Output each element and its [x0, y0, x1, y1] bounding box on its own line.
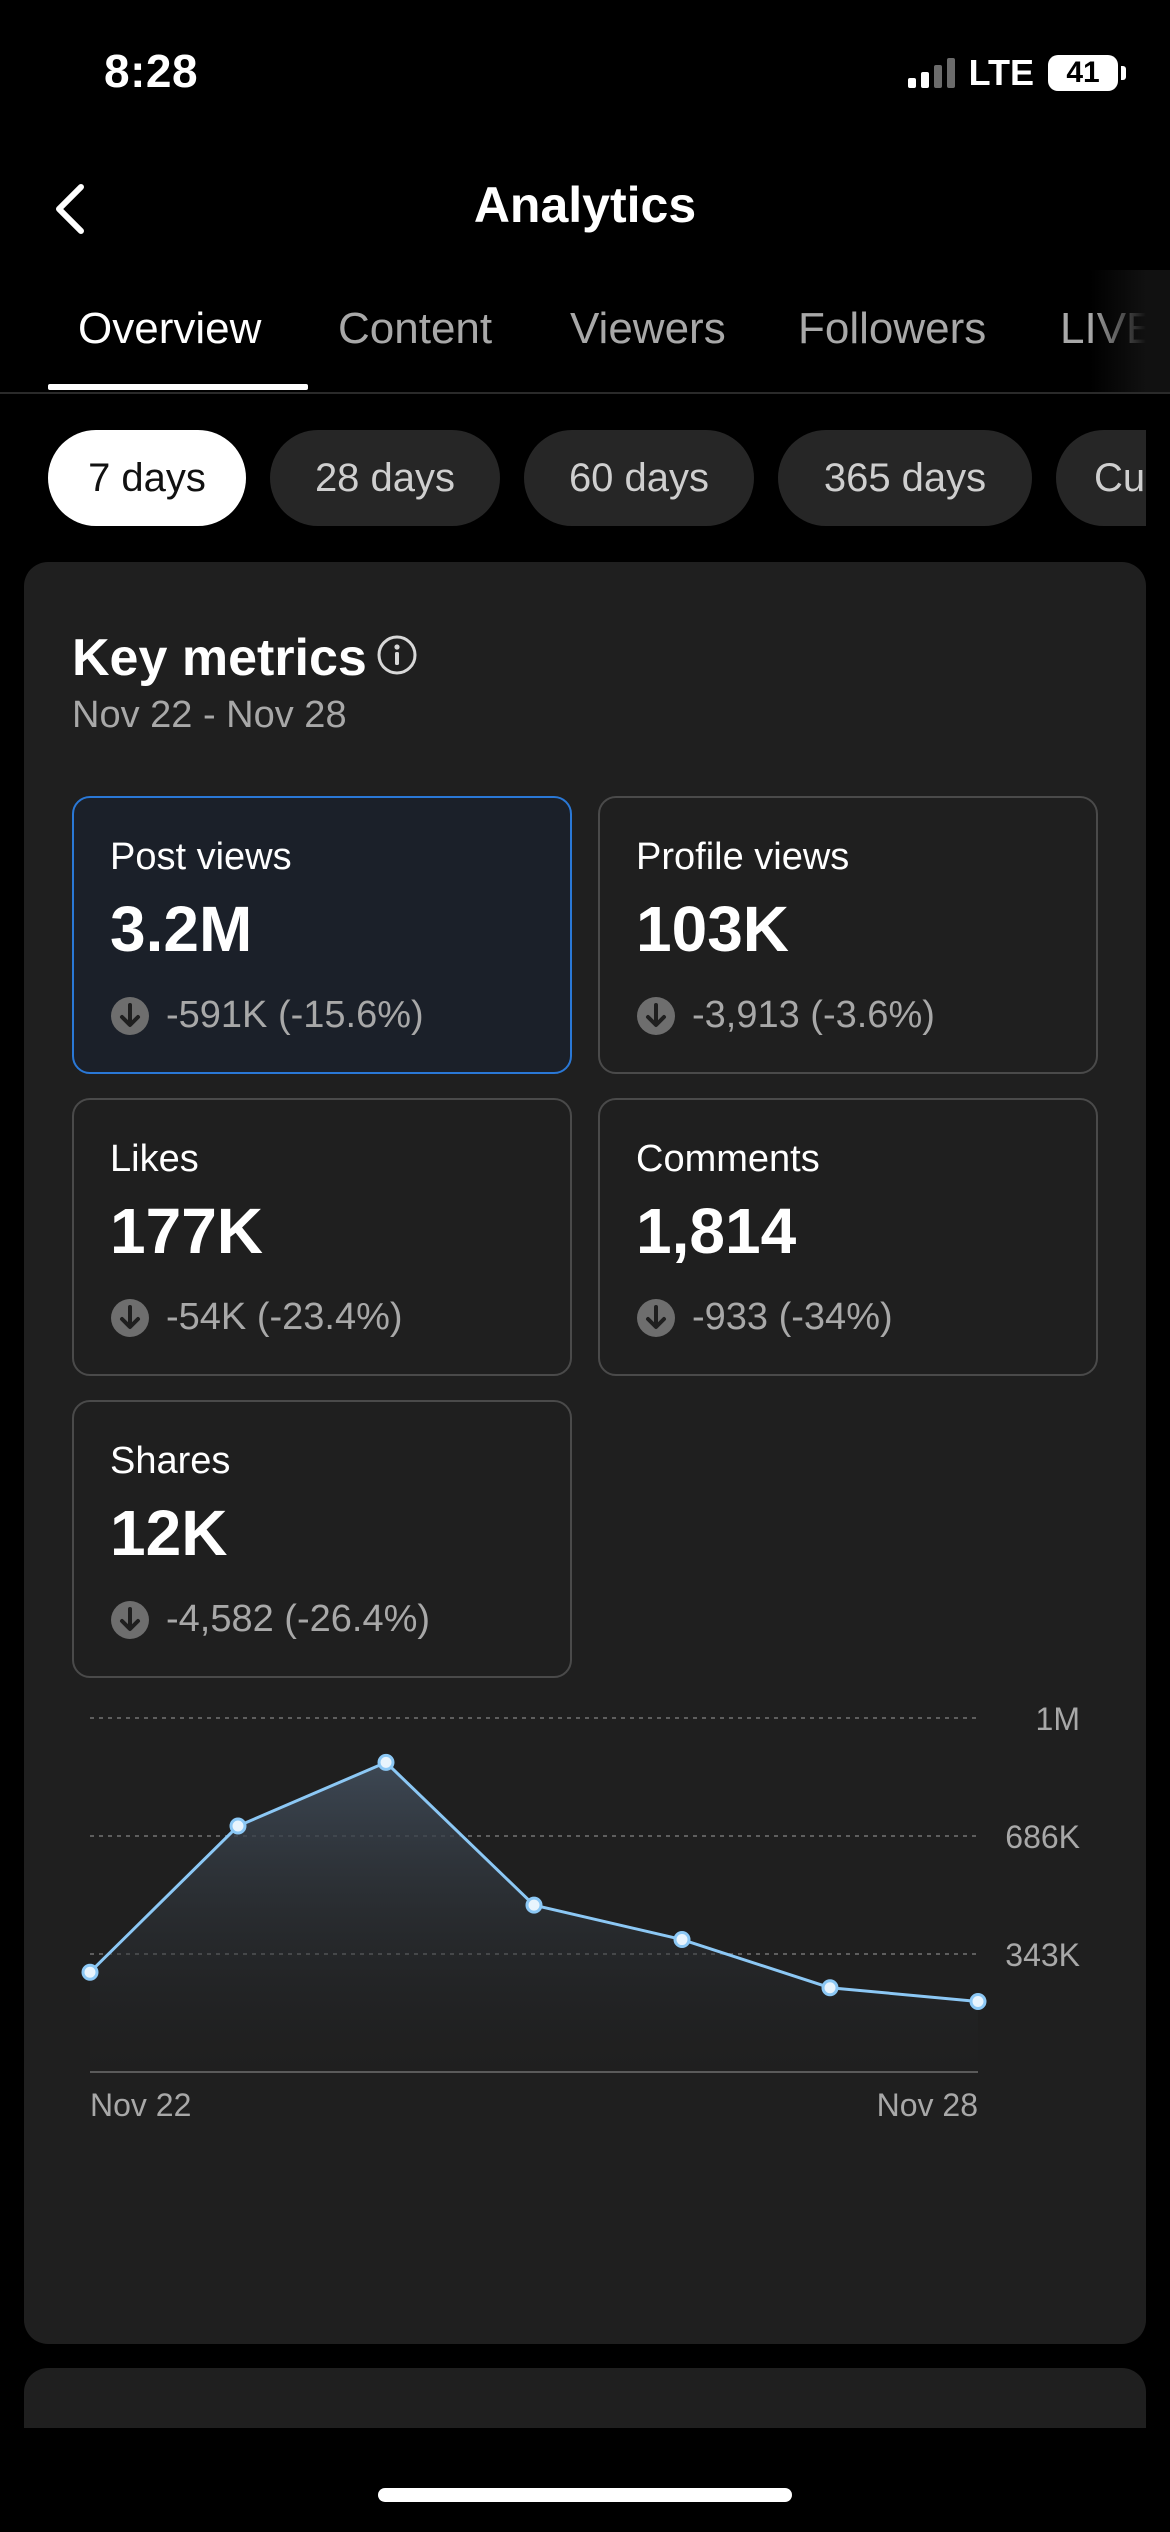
- battery-level: 41: [1066, 56, 1100, 89]
- metric-comments[interactable]: Comments 1,814 -933 (-34%): [598, 1098, 1098, 1376]
- chart-data-point[interactable]: [969, 1992, 987, 2010]
- metric-likes[interactable]: Likes 177K -54K (-23.4%): [72, 1098, 572, 1376]
- chart-data-point[interactable]: [821, 1979, 839, 1997]
- metric-value: 12K: [110, 1497, 228, 1569]
- chip-60-days[interactable]: 60 days: [524, 430, 754, 526]
- status-time: 8:28: [104, 45, 199, 97]
- chip-365-days[interactable]: 365 days: [778, 430, 1032, 526]
- tab-viewers[interactable]: Viewers: [570, 304, 726, 353]
- metric-delta: -3,913 (-3.6%): [692, 994, 935, 1036]
- page-title: Analytics: [473, 177, 697, 233]
- metric-shares[interactable]: Shares 12K -4,582 (-26.4%): [72, 1400, 572, 1678]
- metric-value: 103K: [636, 893, 789, 965]
- info-icon[interactable]: [376, 634, 418, 676]
- metric-value: 3.2M: [110, 893, 253, 965]
- metric-value: 1,814: [636, 1195, 797, 1267]
- header: Analytics: [0, 150, 1170, 270]
- date-range-selector: 7 days 28 days 60 days 365 days Cu: [0, 430, 1146, 526]
- metric-label: Likes: [110, 1138, 199, 1180]
- metric-delta: -4,582 (-26.4%): [166, 1598, 431, 1640]
- key-metrics-date-range: Nov 22 - Nov 28: [72, 694, 347, 736]
- chip-28-days[interactable]: 28 days: [270, 430, 500, 526]
- network-label: LTE: [968, 52, 1034, 93]
- metric-delta: -933 (-34%): [692, 1296, 893, 1338]
- chart-y-tick-label: 686K: [1005, 1819, 1080, 1855]
- metric-delta: -591K (-15.6%): [166, 994, 424, 1036]
- status-bar: 8:28 LTE 41: [0, 0, 1170, 150]
- metric-label: Comments: [636, 1138, 820, 1180]
- chart-y-tick-label: 1M: [1036, 1702, 1080, 1737]
- chart-data-point[interactable]: [229, 1817, 247, 1835]
- active-tab-indicator: [48, 384, 308, 390]
- metric-profile-views[interactable]: Profile views 103K -3,913 (-3.6%): [598, 796, 1098, 1074]
- metric-delta: -54K (-23.4%): [166, 1296, 403, 1338]
- chart-svg: 1M 686K 343K Nov 22 Nov 28: [81, 1701, 1080, 2123]
- tab-content[interactable]: Content: [338, 304, 493, 353]
- chip-custom[interactable]: Cu: [1056, 430, 1146, 526]
- chart-data-point[interactable]: [673, 1931, 691, 1949]
- tab-overview[interactable]: Overview: [78, 304, 262, 353]
- tab-followers[interactable]: Followers: [798, 304, 987, 353]
- arrow-down-circle-icon: [111, 1298, 149, 1337]
- key-metrics-title: Key metrics: [72, 629, 367, 687]
- chart-x-tick-label: Nov 22: [90, 2087, 191, 2123]
- chart-data-point[interactable]: [81, 1963, 99, 1981]
- tab-bar: Overview Content Viewers Followers LIVE: [0, 270, 1170, 394]
- back-button[interactable]: [36, 174, 106, 244]
- chart-data-point[interactable]: [525, 1896, 543, 1914]
- status-indicators: LTE 41: [907, 52, 1126, 94]
- battery-icon: 41: [1048, 55, 1126, 91]
- arrow-down-circle-icon: [111, 996, 149, 1035]
- metric-label: Post views: [110, 836, 292, 878]
- signal-icon: [907, 58, 955, 88]
- metric-label: Profile views: [636, 836, 850, 878]
- arrow-down-circle-icon: [637, 1298, 675, 1337]
- chart-data-point[interactable]: [377, 1753, 395, 1771]
- arrow-down-circle-icon: [111, 1600, 149, 1639]
- key-metrics-card: Key metrics Nov 22 - Nov 28 Post views 3…: [24, 562, 1146, 2344]
- chart-x-tick-label: Nov 28: [877, 2087, 978, 2123]
- arrow-down-circle-icon: [637, 996, 675, 1035]
- chevron-left-icon: [56, 184, 84, 234]
- post-views-chart: 1M 686K 343K Nov 22 Nov 28: [24, 1701, 1146, 2322]
- tabs-scroll-fade: [1090, 270, 1170, 392]
- home-indicator: [378, 2488, 792, 2502]
- metric-value: 177K: [110, 1195, 263, 1267]
- metric-post-views[interactable]: Post views 3.2M -591K (-15.6%): [72, 796, 572, 1074]
- chart-area-fill: [90, 1762, 978, 2072]
- metric-label: Shares: [110, 1440, 231, 1482]
- chip-7-days[interactable]: 7 days: [48, 430, 246, 526]
- chart-y-tick-label: 343K: [1005, 1937, 1080, 1973]
